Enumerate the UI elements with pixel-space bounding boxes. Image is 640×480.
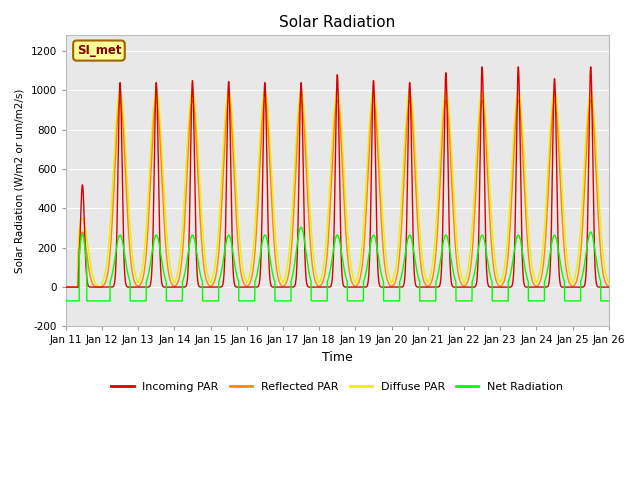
X-axis label: Time: Time [322,351,353,364]
Y-axis label: Solar Radiation (W/m2 or um/m2/s): Solar Radiation (W/m2 or um/m2/s) [15,89,25,273]
Text: SI_met: SI_met [77,44,121,57]
Title: Solar Radiation: Solar Radiation [279,15,396,30]
Legend: Incoming PAR, Reflected PAR, Diffuse PAR, Net Radiation: Incoming PAR, Reflected PAR, Diffuse PAR… [107,378,568,396]
